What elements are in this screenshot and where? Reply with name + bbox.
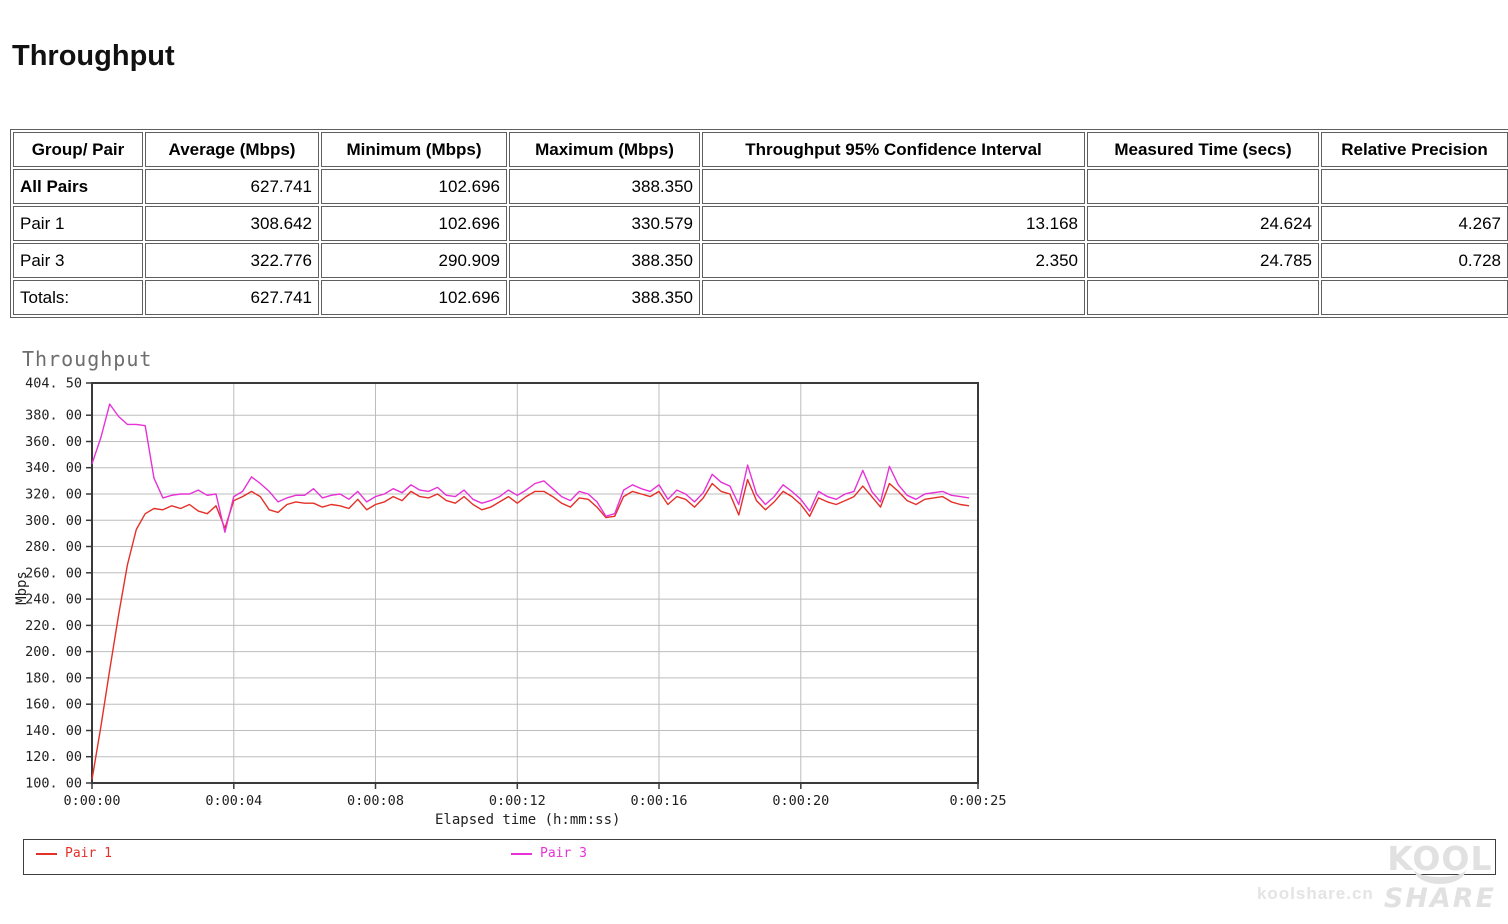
table-body: All Pairs 627.741 102.696 388.350 Pair 1 308… — [13, 169, 1508, 315]
x-axis-label: Elapsed time (h:mm:ss) — [435, 812, 621, 828]
x-tick-label: 0:00:25 — [950, 793, 1007, 809]
column-header: Measured Time (secs) — [1087, 132, 1319, 167]
value-cell: 388.350 — [509, 169, 700, 204]
chart-legend: Pair 1 Pair 3 — [23, 839, 1496, 875]
column-header: Group/ Pair — [13, 132, 143, 167]
plot-border — [91, 382, 979, 784]
value-cell: 322.776 — [145, 243, 319, 278]
table-header-row: Group/ Pair Average (Mbps) Minimum (Mbps) M… — [13, 132, 1508, 167]
value-cell — [702, 169, 1085, 204]
y-tick-label: 180. 00 — [25, 670, 82, 686]
value-cell: 4.267 — [1321, 206, 1508, 241]
table-row: All Pairs 627.741 102.696 388.350 — [13, 169, 1508, 204]
value-cell: 388.350 — [509, 243, 700, 278]
value-cell — [1321, 280, 1508, 315]
value-cell: 24.624 — [1087, 206, 1319, 241]
y-tick-label: 340. 00 — [25, 460, 82, 476]
table-row: Totals: 627.741 102.696 388.350 — [13, 280, 1508, 315]
results-table-container: Group/ Pair Average (Mbps) Minimum (Mbps) M… — [10, 129, 1508, 318]
column-header: Minimum (Mbps) — [321, 132, 507, 167]
table-row: Pair 3 322.776 290.909 388.350 2.350 24.785 0.… — [13, 243, 1508, 278]
y-tick-label: 260. 00 — [25, 565, 82, 581]
value-cell: 102.696 — [321, 206, 507, 241]
legend-item-pair-3: Pair 3 — [511, 846, 587, 861]
series-line-pair-1 — [91, 478, 970, 780]
value-cell — [1087, 280, 1319, 315]
value-cell: 308.642 — [145, 206, 319, 241]
value-cell: 102.696 — [321, 280, 507, 315]
row-label-cell: Pair 3 — [13, 243, 143, 278]
y-tick-label: 160. 00 — [25, 697, 82, 713]
chart-title: Throughput — [22, 347, 153, 371]
watermark-logo-bottom-text: SHARE — [1383, 883, 1496, 914]
x-tick-label: 0:00:16 — [631, 793, 688, 809]
x-tick-label: 0:00:08 — [347, 793, 404, 809]
series-line-pair-3 — [91, 403, 970, 533]
x-tick-label: 0:00:04 — [205, 793, 262, 809]
column-header: Maximum (Mbps) — [509, 132, 700, 167]
row-label-cell: Pair 1 — [13, 206, 143, 241]
row-label-cell: All Pairs — [13, 169, 143, 204]
page-title: Throughput — [12, 40, 175, 72]
row-label-cell: Totals: — [13, 280, 143, 315]
table-header: Group/ Pair Average (Mbps) Minimum (Mbps) M… — [13, 132, 1508, 167]
y-tick-label: 100. 00 — [25, 776, 82, 792]
y-tick-label: 200. 00 — [25, 644, 82, 660]
value-cell — [702, 280, 1085, 315]
watermark-site-text: koolshare.cn — [1256, 884, 1374, 903]
x-tick-label: 0:00:00 — [64, 793, 121, 809]
y-tick-label: 404. 50 — [25, 376, 82, 392]
value-cell: 0.728 — [1321, 243, 1508, 278]
value-cell: 627.741 — [145, 169, 319, 204]
watermark-logo: KOOL SHARE — [1383, 838, 1496, 914]
value-cell: 330.579 — [509, 206, 700, 241]
y-tick-label: 360. 00 — [25, 434, 82, 450]
table-row: Pair 1 308.642 102.696 330.579 13.168 24.624 4… — [13, 206, 1508, 241]
y-tick-label: 320. 00 — [25, 487, 82, 503]
legend-label-pair-3: Pair 3 — [540, 846, 587, 861]
y-tick-label: 280. 00 — [25, 539, 82, 555]
smile-icon — [1413, 869, 1466, 884]
x-tick-label: 0:00:12 — [489, 793, 546, 809]
y-tick-label: 240. 00 — [25, 592, 82, 608]
legend-line-pair-1-icon — [36, 852, 57, 855]
results-table: Group/ Pair Average (Mbps) Minimum (Mbps) M… — [10, 129, 1508, 318]
value-cell: 627.741 — [145, 280, 319, 315]
value-cell — [1087, 169, 1319, 204]
y-tick-label: 140. 00 — [25, 723, 82, 739]
y-tick-label: 120. 00 — [25, 749, 82, 765]
value-cell: 290.909 — [321, 243, 507, 278]
throughput-chart: 404. 50 380. 00 360. 00 340. 00 320. 00 300. … — [14, 376, 1007, 810]
value-cell: 2.350 — [702, 243, 1085, 278]
legend-item-pair-1: Pair 1 — [36, 846, 112, 861]
x-tick-label: 0:00:20 — [772, 793, 829, 809]
legend-label-pair-1: Pair 1 — [65, 846, 112, 861]
y-tick-label: 300. 00 — [25, 513, 82, 529]
y-tick-label: 220. 00 — [25, 618, 82, 634]
value-cell: 13.168 — [702, 206, 1085, 241]
column-header: Throughput 95% Confidence Interval — [702, 132, 1085, 167]
y-tick-label: 380. 00 — [25, 408, 82, 424]
legend-line-pair-3-icon — [511, 852, 532, 855]
column-header: Relative Precision — [1321, 132, 1508, 167]
value-cell — [1321, 169, 1508, 204]
koolshare-watermark: koolshare.cn KOOL SHARE — [1256, 838, 1496, 914]
watermark-logo-top-text: KOOL — [1387, 838, 1493, 878]
column-header: Average (Mbps) — [145, 132, 319, 167]
value-cell: 102.696 — [321, 169, 507, 204]
value-cell: 24.785 — [1087, 243, 1319, 278]
value-cell: 388.350 — [509, 280, 700, 315]
y-axis-label: Mbps — [14, 571, 30, 605]
